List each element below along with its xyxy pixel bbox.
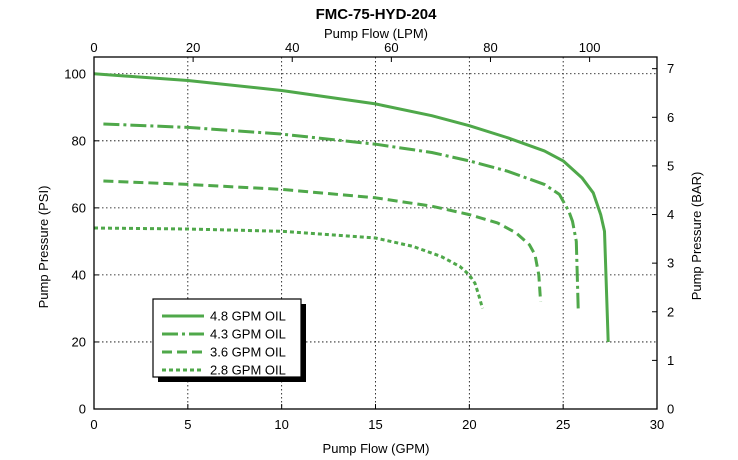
x-top-tick-label: 40 [285,40,299,55]
x-tick-label: 25 [556,417,570,432]
legend-label: 3.6 GPM OIL [210,345,286,360]
x-tick-label: 10 [274,417,288,432]
y-tick-label: 100 [64,66,86,81]
x-axis-top-label: Pump Flow (LPM) [324,26,428,41]
y-tick-label: 20 [72,334,86,349]
x-top-tick-label: 100 [579,40,601,55]
legend-label: 4.8 GPM OIL [210,309,286,324]
y-right-tick-label: 0 [667,402,674,417]
legend: 4.8 GPM OIL 4.3 GPM OIL 3.6 GPM OIL 2.8 GPM… [152,298,306,382]
y-tick-label: 60 [72,200,86,215]
y-right-tick-label: 1 [667,353,674,368]
legend-label: 4.3 GPM OIL [210,327,286,342]
y-right-tick-label: 2 [667,304,674,319]
y-tick-label: 0 [79,402,86,417]
x-tick-label: 30 [650,417,664,432]
x-axis-label: Pump Flow (GPM) [323,441,430,456]
x-top-tick-label: 0 [90,40,97,55]
series-line [103,122,580,309]
y-tick-label: 40 [72,267,86,282]
y-right-tick-label: 5 [667,158,674,173]
y-axis-label: Pump Pressure (PSI) [36,186,51,309]
x-tick-label: 5 [184,417,191,432]
legend-label: 2.8 GPM OIL [210,363,286,378]
series-line [103,179,543,302]
x-tick-label: 20 [462,417,476,432]
x-tick-label: 0 [90,417,97,432]
x-top-tick-label: 80 [483,40,497,55]
y-right-tick-label: 3 [667,256,674,271]
y-right-tick-label: 6 [667,110,674,125]
x-tick-label: 15 [368,417,382,432]
x-top-tick-label: 20 [186,40,200,55]
x-top-tick-label: 60 [384,40,398,55]
series-line [93,226,484,309]
chart-title: FMC-75-HYD-204 [316,6,438,23]
y-axis-right-label: Pump Pressure (BAR) [689,172,704,301]
plot-frame [93,56,658,410]
series-line [93,72,610,343]
y-tick-label: 80 [72,133,86,148]
legend-box [152,298,302,378]
y-right-tick-label: 4 [667,207,674,222]
series-lines [93,72,610,343]
y-right-tick-label: 7 [667,61,674,76]
